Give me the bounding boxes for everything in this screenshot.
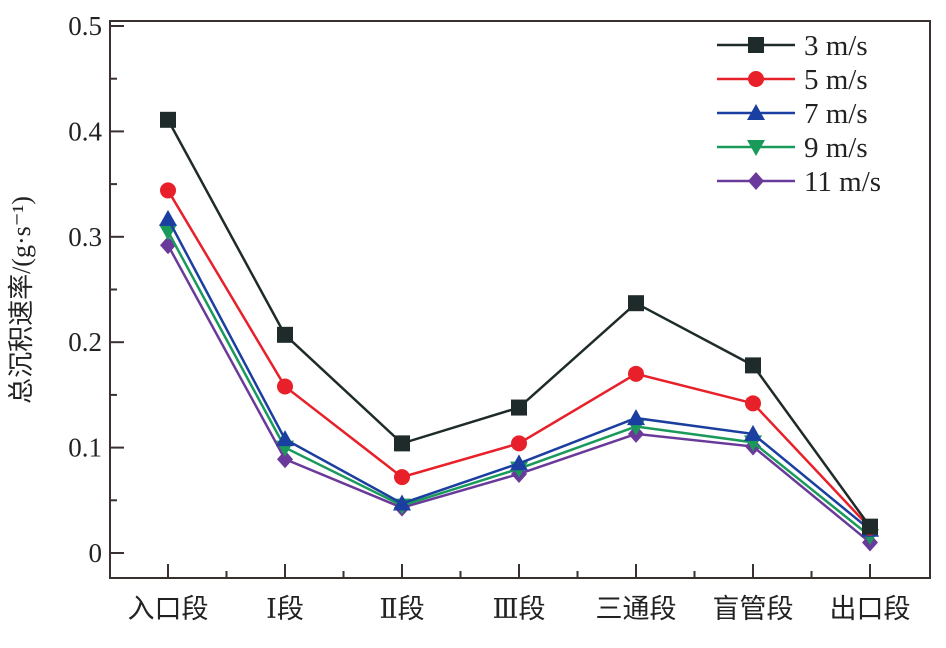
marker-triangle-up [510, 454, 528, 471]
series-9-m-s [159, 224, 879, 546]
marker-square [862, 518, 878, 535]
y-tick-label: 0.4 [68, 116, 102, 146]
x-tick-label: 盲管段 [713, 594, 794, 624]
y-axis: 0 0.1 0.2 0.3 0.4 0.5 [68, 11, 124, 568]
legend-item: 11 m/s [717, 166, 881, 198]
legend-item: 9 m/s [717, 132, 868, 164]
x-tick-label: Ⅱ段 [379, 594, 424, 624]
legend: 3 m/s5 m/s7 m/s9 m/s11 m/s [717, 30, 881, 198]
y-tick-label: 0.5 [68, 11, 102, 41]
marker-square [511, 399, 527, 416]
marker-diamond [748, 172, 764, 190]
y-axis-label: 总沉积速率/(g·s⁻¹) [7, 196, 36, 404]
marker-triangle-up [627, 409, 645, 426]
legend-item: 5 m/s [717, 64, 868, 96]
marker-square [277, 326, 293, 343]
x-tick-label: 出口段 [830, 594, 911, 624]
x-tick-label: 三通段 [596, 594, 677, 624]
legend-label: 9 m/s [804, 132, 868, 164]
x-tick-label: Ⅰ段 [266, 594, 304, 624]
x-tick-label: Ⅲ段 [492, 594, 545, 624]
series-line [166, 230, 871, 538]
marker-square [745, 357, 761, 374]
legend-label: 5 m/s [804, 64, 868, 96]
y-tick-label: 0 [89, 538, 103, 568]
marker-circle [745, 395, 761, 412]
marker-triangle-down [747, 140, 765, 156]
legend-item: 7 m/s [717, 98, 868, 130]
series-line [166, 244, 871, 544]
x-axis: 入口段 Ⅰ段 Ⅱ段 Ⅲ段 三通段 盲管段 出口段 [128, 564, 911, 624]
marker-triangle-up [393, 494, 411, 511]
series-line [166, 218, 871, 531]
y-tick-label: 0.2 [68, 327, 102, 357]
series-3-m-s [160, 111, 878, 535]
y-tick-label: 0.3 [68, 222, 102, 252]
x-tick-label: 入口段 [128, 594, 209, 624]
series-11-m-s [160, 236, 878, 552]
marker-diamond [277, 450, 293, 469]
marker-square [748, 37, 764, 53]
marker-circle [160, 182, 176, 199]
y-tick-label: 0.1 [68, 433, 102, 463]
marker-circle [628, 365, 644, 382]
marker-square [628, 295, 644, 312]
marker-triangle-up [747, 104, 765, 120]
marker-square [160, 111, 176, 128]
marker-triangle-up [159, 209, 177, 226]
marker-triangle-up [744, 424, 762, 441]
series-group [159, 111, 879, 552]
marker-circle [394, 469, 410, 486]
marker-circle [511, 435, 527, 452]
legend-item: 3 m/s [717, 30, 868, 62]
legend-label: 11 m/s [804, 166, 881, 198]
marker-circle [748, 71, 764, 87]
legend-label: 7 m/s [804, 98, 868, 130]
marker-circle [277, 378, 293, 395]
series-7-m-s [159, 209, 879, 537]
marker-triangle-up [276, 430, 294, 447]
marker-square [394, 435, 410, 452]
legend-label: 3 m/s [804, 30, 868, 62]
